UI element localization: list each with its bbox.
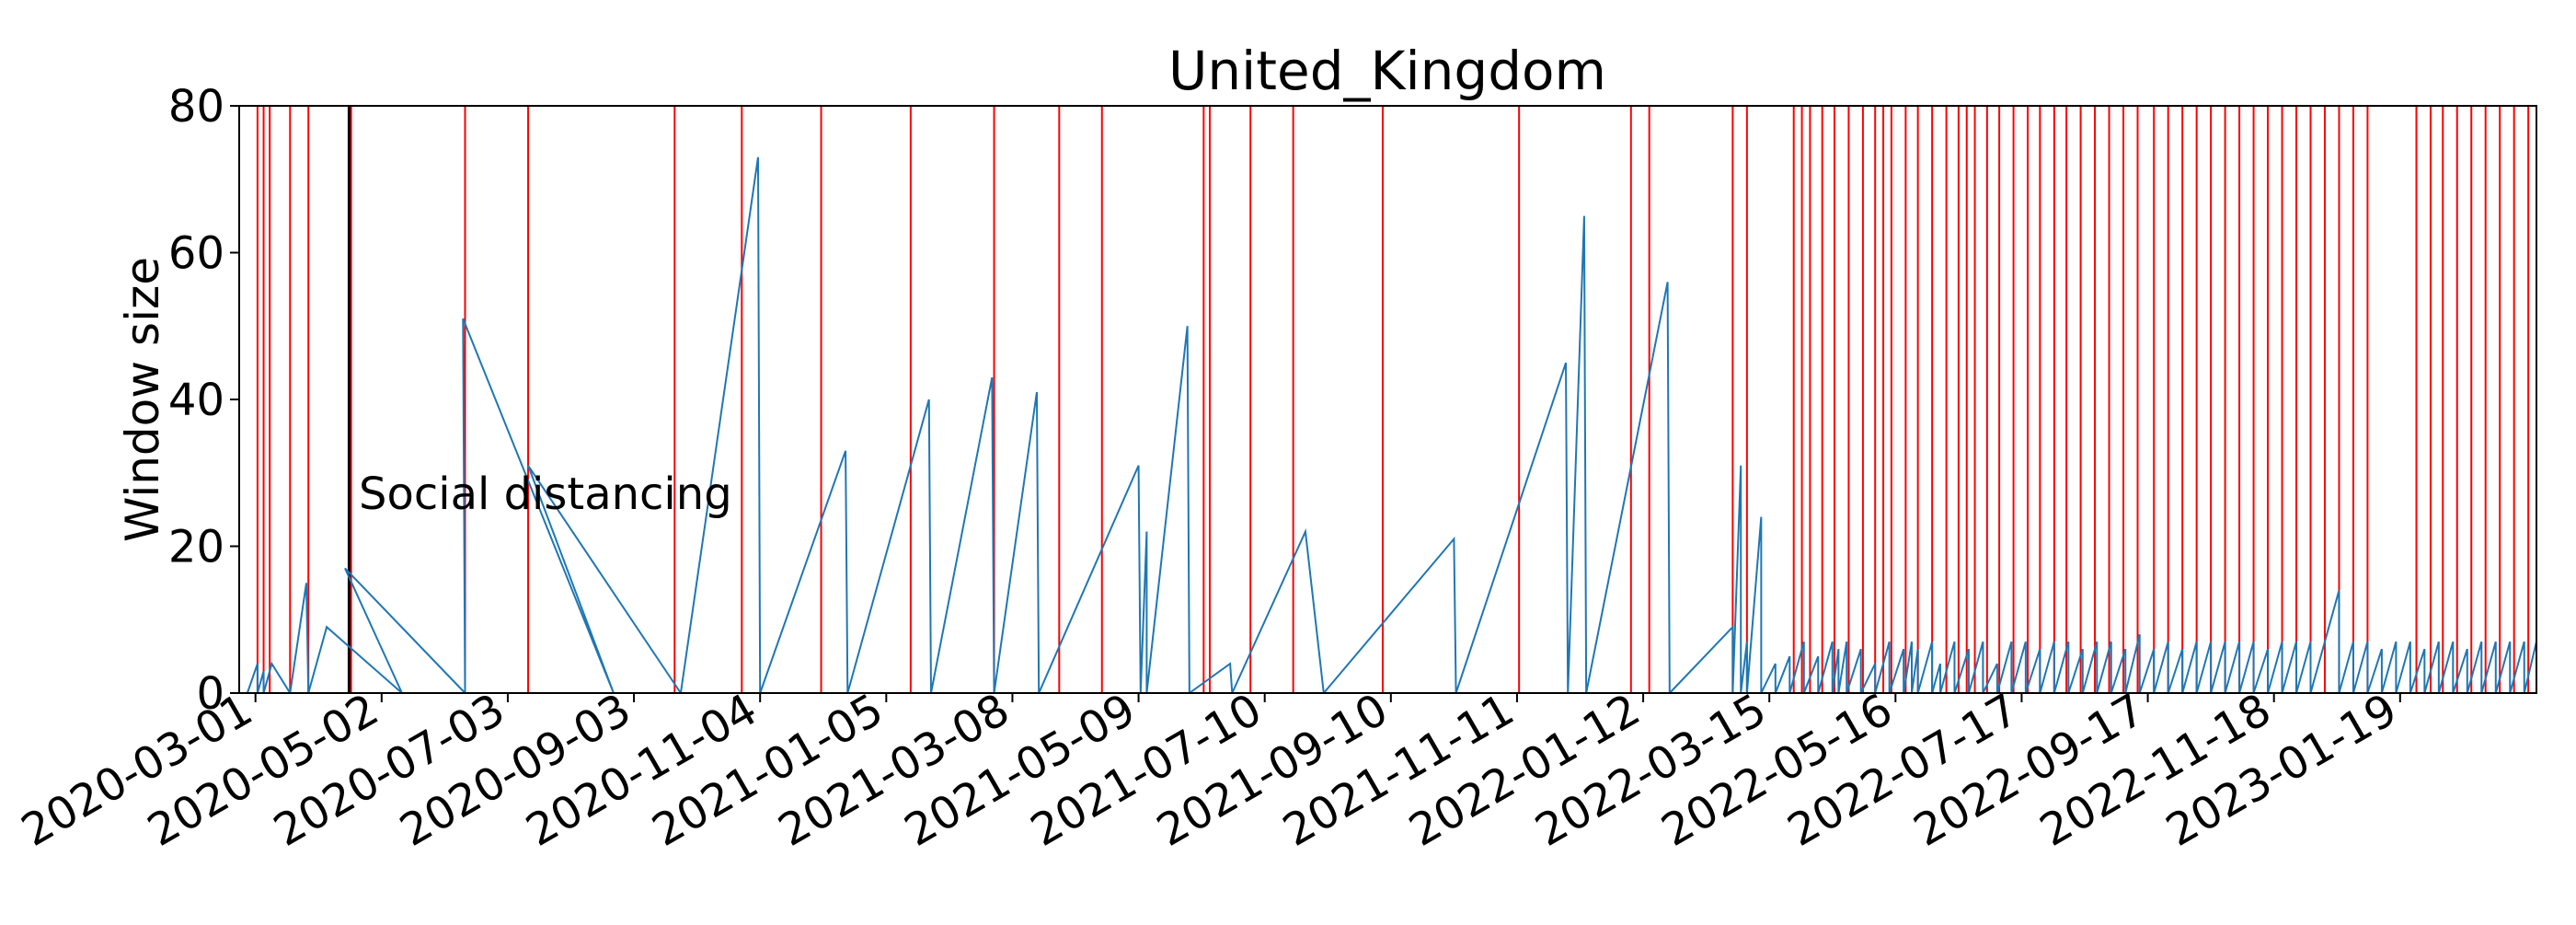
y-tick-label: 60 [168,228,224,280]
y-tick-label: 40 [168,375,224,426]
annotation-social-distancing: Social distancing [359,468,732,520]
marks-layer [246,106,2537,694]
y-tick-label: 20 [168,522,224,573]
y-axis-label: Window size [116,257,169,542]
y-tick-label: 80 [168,81,224,133]
window-size-series-line [246,156,2537,694]
chart-title: United_Kingdom [1168,40,1606,102]
y-tick-label: 0 [196,668,224,720]
